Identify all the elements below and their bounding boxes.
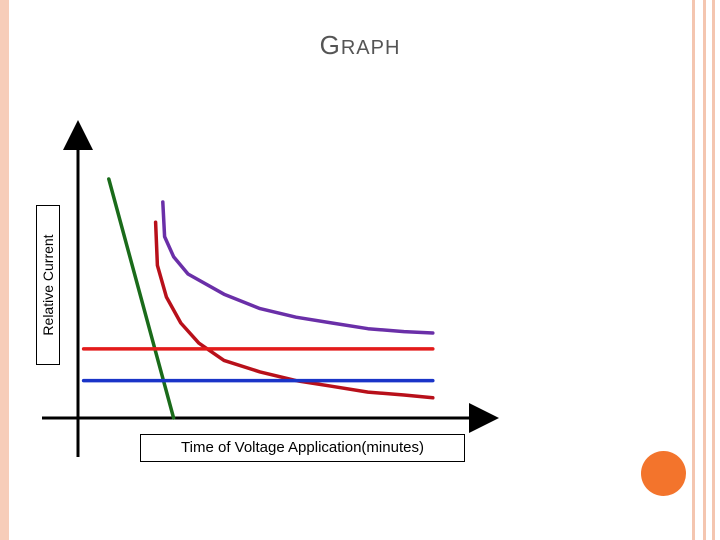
series-layer <box>81 177 435 420</box>
slide-title-initial: G <box>319 30 341 60</box>
series-line-1 <box>107 177 176 420</box>
slide-title: GRAPH <box>0 30 720 61</box>
y-axis-label: Relative Current <box>36 205 60 365</box>
right-border-line <box>712 0 715 540</box>
right-border-line <box>703 0 706 540</box>
right-border-line <box>692 0 695 540</box>
series-line-2 <box>161 200 435 335</box>
orange-circle-decoration <box>641 451 686 496</box>
left-border-strip <box>0 0 9 540</box>
series-line-3 <box>153 220 435 400</box>
slide-title-rest: RAPH <box>340 37 401 59</box>
x-axis-label: Time of Voltage Application(minutes) <box>140 434 465 462</box>
